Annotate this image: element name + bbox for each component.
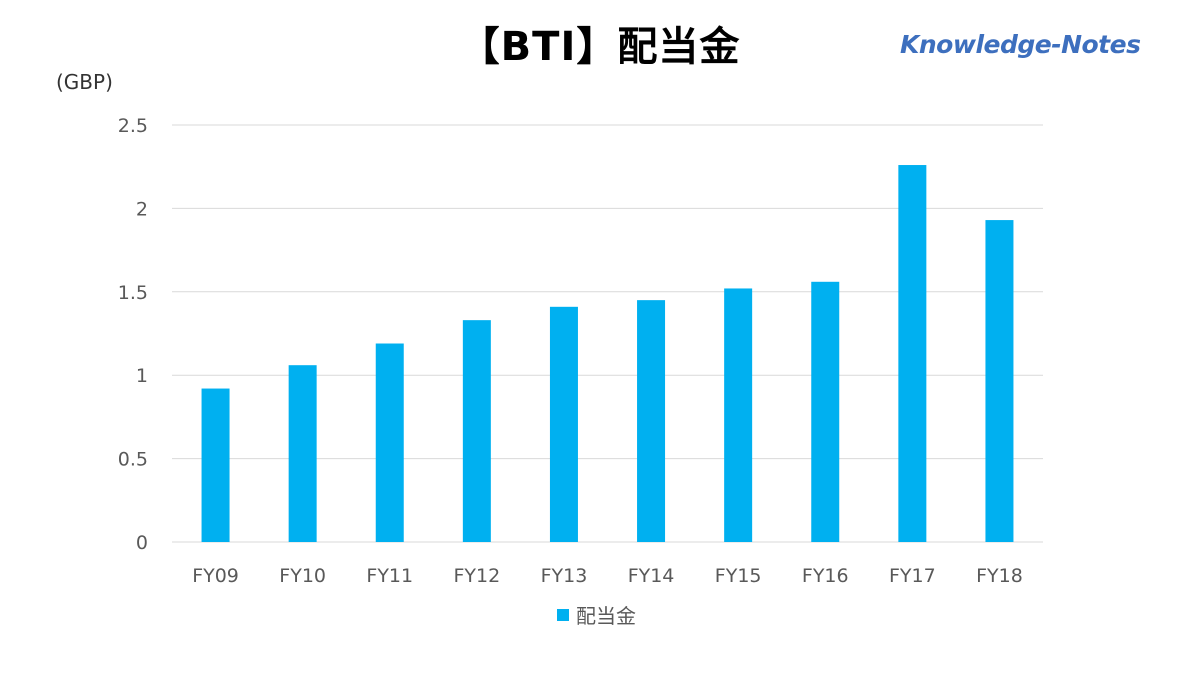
y-tick-label: 2: [136, 198, 148, 220]
bar: [985, 220, 1013, 542]
bar: [202, 389, 230, 542]
x-tick-label: FY12: [453, 565, 500, 587]
x-tick-label: FY18: [976, 565, 1023, 587]
chart-legend: 配当金: [557, 600, 636, 629]
bar: [724, 288, 752, 542]
y-tick-label: 0.5: [118, 449, 148, 471]
x-tick-label: FY13: [541, 565, 588, 587]
bar: [550, 307, 578, 542]
x-tick-label: FY09: [192, 565, 239, 587]
x-tick-label: FY10: [279, 565, 326, 587]
bar: [463, 320, 491, 542]
x-tick-label: FY14: [628, 565, 675, 587]
legend-swatch: [557, 609, 569, 621]
y-tick-label: 1.5: [118, 282, 148, 304]
x-tick-label: FY16: [802, 565, 849, 587]
x-tick-label: FY17: [889, 565, 936, 587]
bar: [637, 300, 665, 542]
bar: [289, 365, 317, 542]
y-tick-label: 1: [136, 365, 148, 387]
x-tick-label: FY15: [715, 565, 762, 587]
y-tick-label: 0: [136, 532, 148, 554]
bar: [376, 344, 404, 542]
bar: [811, 282, 839, 542]
bar: [898, 165, 926, 542]
legend-label: 配当金: [576, 600, 636, 629]
x-tick-label: FY11: [366, 565, 413, 587]
y-tick-label: 2.5: [118, 115, 148, 137]
